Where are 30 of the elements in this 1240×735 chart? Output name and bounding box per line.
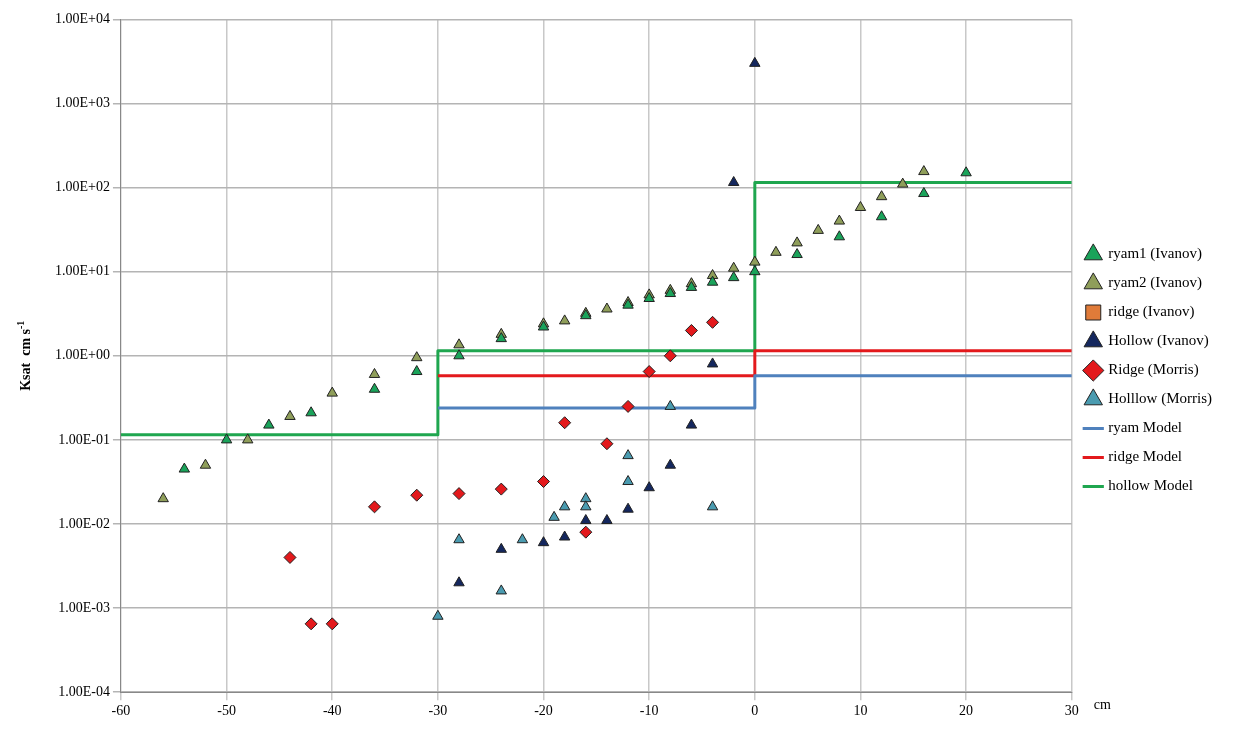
legend-label: Hollow (Ivanov) xyxy=(1108,332,1209,350)
x-tick-label: -40 xyxy=(322,703,342,719)
y-tick-label: 1.00E+01 xyxy=(54,263,110,279)
y-tick-label: 1.00E-01 xyxy=(58,431,110,447)
y-tick-label: 1.00E+00 xyxy=(54,347,110,363)
x-tick-label: -10 xyxy=(639,703,659,719)
y-tick-label: 1.00E+02 xyxy=(54,179,110,195)
y-tick-label: 1.00E+03 xyxy=(54,95,110,111)
legend-label: hollow Model xyxy=(1108,477,1193,494)
x-tick-label: 10 xyxy=(853,703,868,719)
x-tick-label: 20 xyxy=(959,703,974,719)
x-tick-label: 30 xyxy=(1064,703,1079,719)
x-tick-label: -30 xyxy=(428,703,448,719)
legend-label: Ridge (Morris) xyxy=(1108,361,1199,379)
x-axis-title: cm xyxy=(1093,696,1111,712)
y-axis-title: Ksat cm s-1 xyxy=(15,320,33,391)
x-tick-label: -20 xyxy=(534,703,553,719)
y-tick-label: 1.00E-02 xyxy=(58,515,110,531)
x-tick-label: -50 xyxy=(217,703,236,719)
x-tick-label: 0 xyxy=(751,703,759,719)
y-tick-label: 1.00E+04 xyxy=(54,11,110,27)
legend-label: ridge Model xyxy=(1108,448,1182,465)
y-tick-label: 1.00E-04 xyxy=(58,683,110,699)
legend-label: Holllow (Morris) xyxy=(1108,390,1213,408)
legend-label: ryam1 (Ivanov) xyxy=(1108,245,1202,263)
legend-label: ridge (Ivanov) xyxy=(1108,303,1195,321)
legend-label: ryam2 (Ivanov) xyxy=(1108,274,1202,292)
y-tick-label: 1.00E-03 xyxy=(58,599,110,615)
x-tick-label: -60 xyxy=(111,703,131,719)
legend-label: ryam Model xyxy=(1108,419,1182,436)
